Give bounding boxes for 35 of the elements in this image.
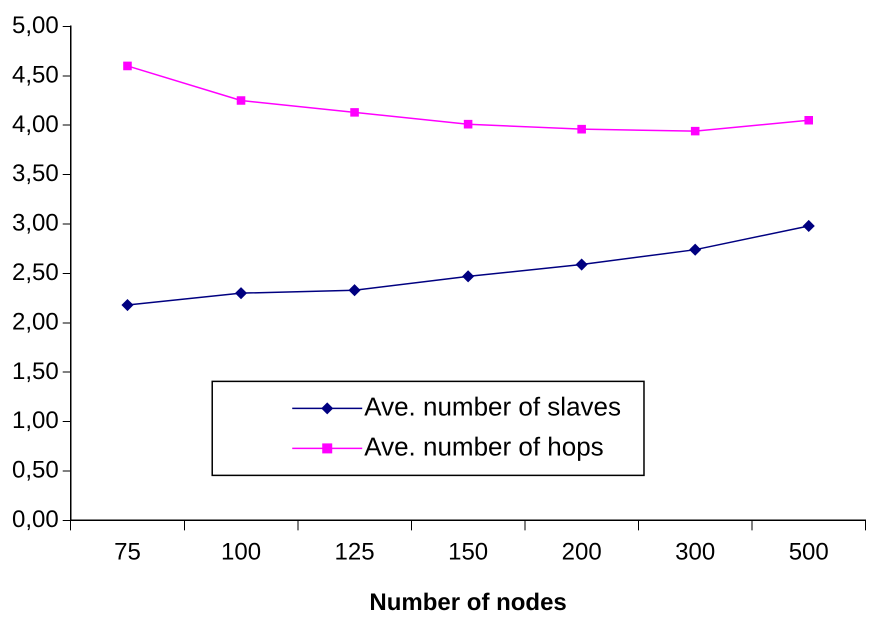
y-tick-label: 0,50 [12, 456, 59, 484]
x-tick-label: 125 [334, 538, 375, 566]
point [235, 287, 247, 299]
y-tick-label: 3,50 [12, 160, 59, 188]
point [802, 220, 814, 232]
point [462, 270, 474, 282]
point [464, 120, 472, 128]
x-tick-label: 100 [221, 538, 262, 566]
y-tick-label: 1,00 [12, 407, 59, 434]
point [350, 108, 359, 117]
point [576, 258, 588, 270]
x-axis-title: Number of nodes [369, 589, 567, 616]
x-tick-label: 300 [675, 538, 716, 566]
x-tick-label: 200 [562, 538, 602, 566]
y-tick-label: 0,00 [12, 506, 59, 534]
y-tick-label: 4,00 [12, 110, 59, 138]
point [348, 284, 360, 296]
point [122, 299, 134, 311]
x-tick-label: 500 [788, 538, 829, 566]
x-tick-label: 75 [114, 538, 141, 566]
y-tick-label: 4,50 [12, 61, 59, 88]
y-tick-label: 2,00 [12, 308, 59, 336]
point [236, 96, 246, 105]
point [689, 244, 701, 256]
legend-label: Ave. number of hops [364, 432, 604, 462]
point [804, 116, 814, 125]
legend-label: Ave. number of slaves [364, 392, 621, 422]
point [690, 126, 700, 136]
y-tick-label: 3,00 [12, 210, 59, 237]
y-tick-label: 1,50 [12, 358, 59, 385]
y-tick-label: 5,00 [12, 12, 59, 40]
y-tick-label: 2,50 [12, 259, 59, 286]
x-tick-label: 150 [448, 538, 488, 566]
point [577, 124, 586, 134]
point [123, 62, 132, 70]
